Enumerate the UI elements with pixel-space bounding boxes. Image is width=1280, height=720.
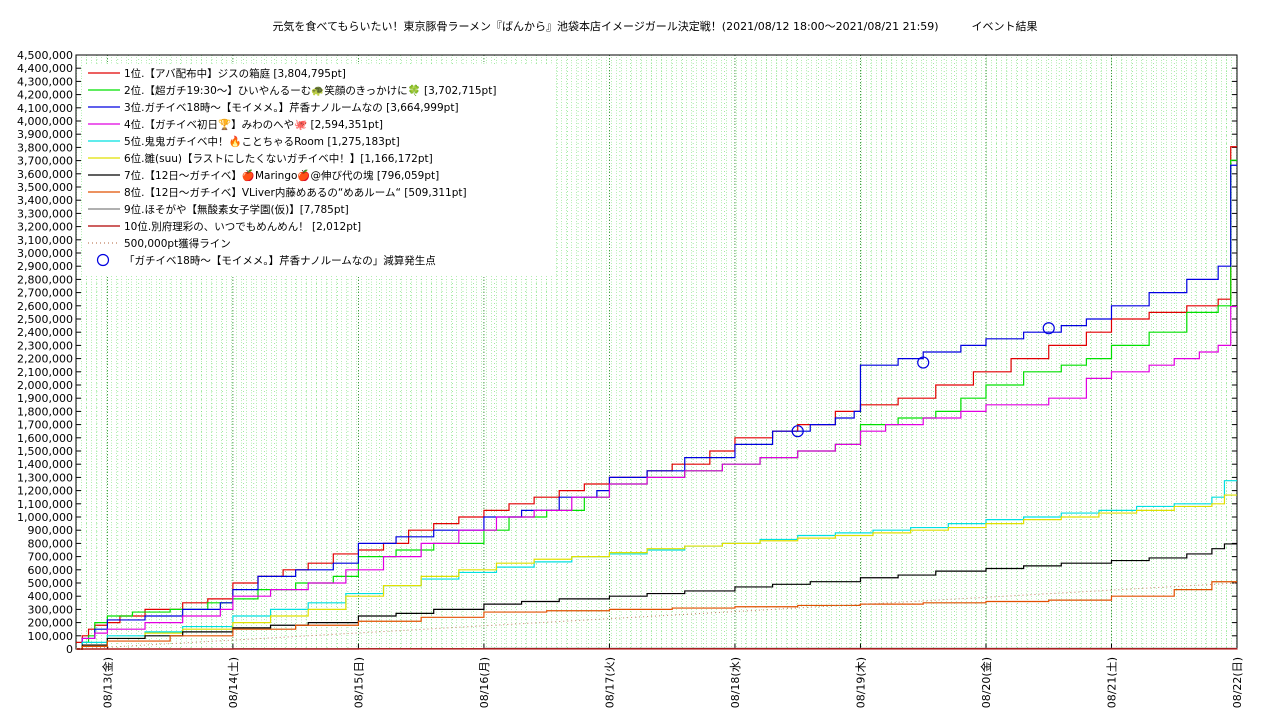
y-tick-label: 3,500,000: [17, 181, 73, 194]
y-tick-label: 3,000,000: [17, 247, 73, 260]
y-tick-label: 2,700,000: [17, 287, 73, 300]
chart-title: 元気を食べてもらいたい！東京豚骨ラーメン『ばんから』池袋本店イメージガール決定戦…: [272, 19, 1037, 33]
marker-point: [1042, 322, 1055, 335]
grid-lines: [75, 54, 1238, 650]
y-tick-label: 100,000: [28, 630, 74, 643]
x-tick-label: 08/16(月): [478, 657, 491, 708]
y-tick-label: 2,500,000: [17, 313, 73, 326]
y-tick-label: 4,200,000: [17, 89, 73, 102]
y-tick-label: 4,300,000: [17, 75, 73, 88]
legend-entry-5: 5位.鬼鬼ガチイベ中！🔥ことちゃるRoom [1,275,183pt]: [124, 135, 400, 148]
legend-entry-9: 9位.ほそがや【無酸素女子学園(仮)】[7,785pt]: [124, 203, 349, 216]
x-tick-label: 08/21(土): [1105, 657, 1118, 708]
y-tick-label: 2,000,000: [17, 379, 73, 392]
legend-entry-marker: 「ガチイベ18時〜【モイメメ。】芹香ナノルームなの」減算発生点: [124, 254, 436, 267]
y-tick-label: 300,000: [28, 603, 74, 616]
x-tick-label: 08/20(金): [979, 657, 993, 708]
x-tick-label: 08/18(水): [729, 657, 742, 708]
marker-point: [791, 425, 804, 438]
legend-marker-swatch: [96, 253, 110, 267]
y-tick-label: 2,600,000: [17, 300, 73, 313]
legend-entry-8: 8位.【12日〜ガチイベ】VLiver内藤めあるの“めあルーム“ [509,31…: [124, 186, 467, 199]
legend-entry-10: 10位.別府理彩の、いつでもめんめん！ [2,012pt]: [124, 220, 361, 233]
y-tick-label: 2,900,000: [17, 260, 73, 273]
series-line-1: [76, 146, 1237, 643]
y-tick-label: 1,500,000: [17, 445, 73, 458]
y-tick-label: 4,000,000: [17, 115, 73, 128]
y-tick-label: 3,100,000: [17, 234, 73, 247]
y-tick-label: 1,200,000: [17, 485, 73, 498]
series-group: [75, 146, 1238, 650]
series-line-4: [76, 305, 1237, 650]
y-tick-label: 2,200,000: [17, 353, 73, 366]
legend-box: [82, 64, 554, 276]
y-tick-label: 1,300,000: [17, 471, 73, 484]
y-tick-label: 800,000: [28, 537, 74, 550]
legend-entry-2: 2位.【超ガチ19:30〜】ひいやんるーむ🐢笑顔のきっかけに🍀 [3,702,7…: [124, 84, 496, 97]
y-tick-label: 400,000: [28, 590, 74, 603]
y-tick-label: 1,800,000: [17, 405, 73, 418]
y-tick-label: 200,000: [28, 617, 74, 630]
legend-entry-4: 4位.【ガチイベ初日🏆】みわのへや🐙 [2,594,351pt]: [124, 118, 383, 131]
y-tick-label: 900,000: [28, 524, 74, 537]
y-tick-label: 4,400,000: [17, 62, 73, 75]
x-tick-label: 08/14(土): [227, 657, 240, 708]
y-tick-label: 3,800,000: [17, 141, 73, 154]
x-tick-label: 08/22(日): [1231, 657, 1244, 708]
y-tick-label: 1,000,000: [17, 511, 73, 524]
y-tick-label: 700,000: [28, 551, 74, 564]
y-tick-label: 1,100,000: [17, 498, 73, 511]
y-tick-label: 1,900,000: [17, 392, 73, 405]
y-tick-label: 500,000: [28, 577, 74, 590]
legend-entry-1: 1位.【アバ配布中】ジスの箱庭 [3,804,795pt]: [124, 67, 346, 80]
y-tick-label: 3,900,000: [17, 128, 73, 141]
y-tick-label: 4,500,000: [17, 49, 73, 62]
marker-point: [917, 356, 930, 369]
legend-entry-7: 7位.【12日〜ガチイベ】🍎Maringo🍎@伸び代の塊 [796,059pt]: [124, 169, 439, 182]
y-tick-label: 3,200,000: [17, 221, 73, 234]
y-tick-label: 1,400,000: [17, 458, 73, 471]
y-tick-label: 3,400,000: [17, 194, 73, 207]
y-tick-label: 600,000: [28, 564, 74, 577]
legend-entry-3: 3位.ガチイベ18時〜【モイメメ。】芹香ナノルームなの [3,664,999pt…: [124, 101, 459, 114]
y-tick-label: 1,700,000: [17, 419, 73, 432]
y-tick-label: 0: [66, 643, 73, 656]
y-tick-label: 3,300,000: [17, 207, 73, 220]
y-tick-label: 2,800,000: [17, 273, 73, 286]
y-tick-label: 2,100,000: [17, 366, 73, 379]
legend-entry-11: 500,000pt獲得ライン: [124, 237, 231, 250]
y-tick-label: 4,100,000: [17, 102, 73, 115]
series-line-7: [76, 543, 1237, 650]
y-tick-label: 2,300,000: [17, 339, 73, 352]
y-tick-label: 3,600,000: [17, 168, 73, 181]
series-line-8: [76, 581, 1237, 650]
series-line-5: [76, 480, 1237, 650]
y-tick-label: 3,700,000: [17, 155, 73, 168]
x-tick-label: 08/15(日): [352, 657, 365, 708]
legend-entry-6: 6位.雛(suu)【ラストにしたくないガチイベ中！】[1,166,172pt]: [124, 152, 433, 165]
y-tick-label: 1,600,000: [17, 432, 73, 445]
axes: 0100,000200,000300,000400,000500,000600,…: [17, 49, 1244, 708]
y-tick-label: 2,400,000: [17, 326, 73, 339]
marker-group: [791, 322, 1055, 438]
series-line-3: [76, 164, 1237, 650]
series-line-6: [76, 494, 1237, 650]
x-tick-label: 08/17(火): [603, 657, 616, 708]
x-tick-label: 08/13(金): [100, 657, 114, 708]
x-tick-label: 08/19(木): [854, 657, 867, 708]
legend: 1位.【アバ配布中】ジスの箱庭 [3,804,795pt] 2位.【超ガチ19:3…: [82, 64, 554, 276]
